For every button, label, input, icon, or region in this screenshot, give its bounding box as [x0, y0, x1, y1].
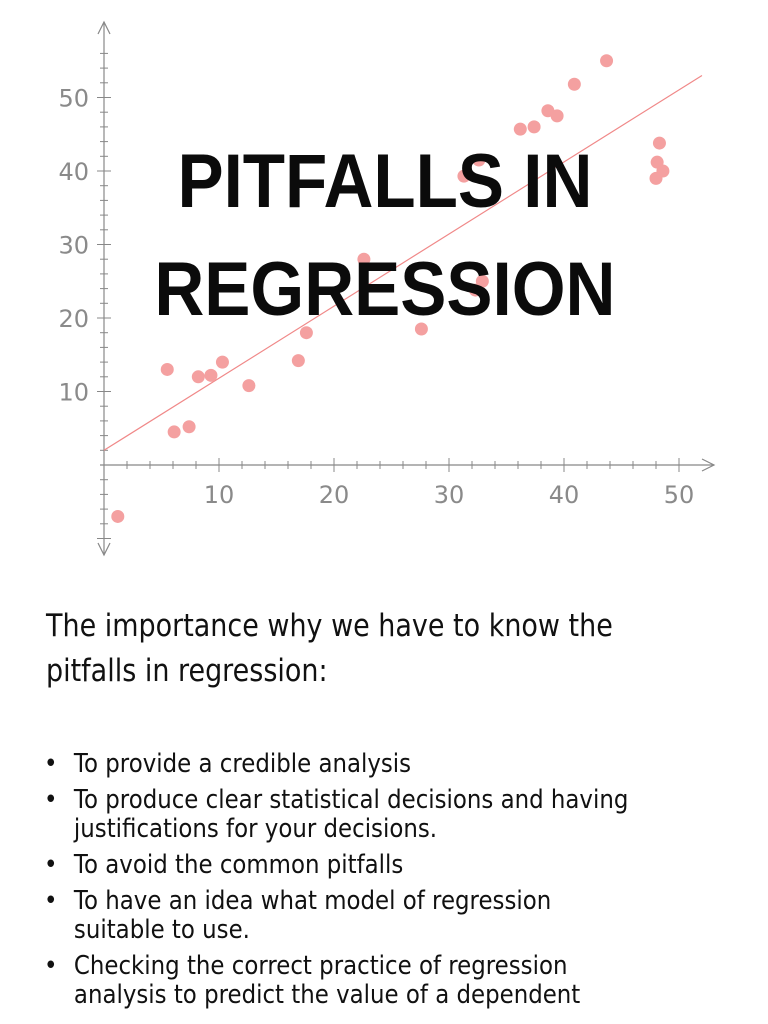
regression-line — [103, 74, 703, 451]
intro-paragraph: The importance why we have to know the p… — [46, 604, 742, 694]
bullet-text: Checking the correct practice of regress… — [73, 951, 568, 981]
bullet-text: To have an idea what model of regression — [73, 886, 552, 916]
x-tick-label: 20 — [319, 481, 350, 509]
bullet-text-continued: justifications for your decisions. — [73, 814, 438, 844]
bullet-symbol: • — [44, 850, 58, 880]
bullet-text-continued: analysis to predict the value of a depen… — [73, 980, 581, 1010]
data-point — [550, 109, 564, 123]
x-tick-label: 40 — [549, 481, 580, 509]
data-point — [475, 274, 489, 288]
slide-title-line-1: PITFALLS IN — [177, 139, 593, 224]
bullet-text-continued: suitable to use. — [73, 915, 250, 945]
y-tick-label: 20 — [58, 305, 89, 333]
y-tick-label: 10 — [58, 379, 89, 407]
data-point — [652, 136, 666, 150]
data-point — [357, 252, 371, 266]
bullet-text: To avoid the common pitfalls — [73, 850, 404, 880]
data-point — [291, 354, 305, 368]
bullet-text: To provide a credible analysis — [73, 749, 412, 779]
data-point — [414, 322, 428, 336]
data-point — [457, 169, 471, 183]
bullet-symbol: • — [44, 749, 58, 779]
data-point — [472, 153, 486, 167]
bullet-text: To produce clear statistical decisions a… — [73, 785, 629, 815]
bullet-symbol: • — [44, 886, 58, 916]
x-tick-label: 30 — [434, 481, 465, 509]
slide-title-line-2: REGRESSION — [154, 247, 616, 332]
data-point — [649, 171, 663, 185]
data-point — [468, 283, 482, 297]
y-tick-label: 30 — [58, 232, 89, 260]
bullet-symbol: • — [44, 785, 58, 815]
bullet-item: • Checking the correct practice of regre… — [44, 952, 748, 1010]
intro-line-1: The importance why we have to know the — [46, 608, 613, 644]
data-point — [215, 355, 229, 369]
data-point — [600, 54, 614, 68]
data-point — [111, 509, 125, 523]
x-axis-arrow-icon — [701, 458, 716, 472]
data-point — [650, 155, 664, 169]
bullet-item: • To produce clear statistical decisions… — [44, 786, 748, 844]
intro-line-2: pitfalls in regression: — [46, 653, 328, 689]
y-tick-label: 40 — [58, 158, 89, 186]
x-tick-label: 10 — [204, 481, 235, 509]
bullet-item: • To have an idea what model of regressi… — [44, 887, 748, 945]
data-point — [182, 420, 196, 434]
bullet-list: • To provide a credible analysis • To pr… — [44, 750, 748, 1017]
chart-axes — [97, 20, 716, 557]
data-point — [567, 77, 581, 91]
data-point — [527, 120, 541, 134]
data-points — [111, 54, 670, 523]
y-tick-label: 50 — [58, 85, 89, 113]
regression-line-group — [103, 74, 703, 451]
bullet-item: • To provide a credible analysis — [44, 750, 748, 779]
x-tick-label: 50 — [664, 481, 695, 509]
data-point — [167, 425, 181, 439]
data-point — [513, 122, 527, 136]
y-axis-arrow-down-icon — [97, 542, 111, 557]
bullet-symbol: • — [44, 951, 58, 981]
data-point — [191, 370, 205, 384]
tick-labels: 10 20 30 40 50 10 20 30 40 50 — [58, 85, 694, 510]
data-point — [242, 379, 256, 393]
data-point — [160, 362, 174, 376]
scatter-chart: 10 20 30 40 50 10 20 30 40 50 — [58, 20, 716, 557]
data-point — [299, 326, 313, 340]
bullet-item: • To avoid the common pitfalls — [44, 851, 748, 880]
y-axis-arrow-up-icon — [97, 20, 111, 35]
data-point — [204, 368, 218, 382]
